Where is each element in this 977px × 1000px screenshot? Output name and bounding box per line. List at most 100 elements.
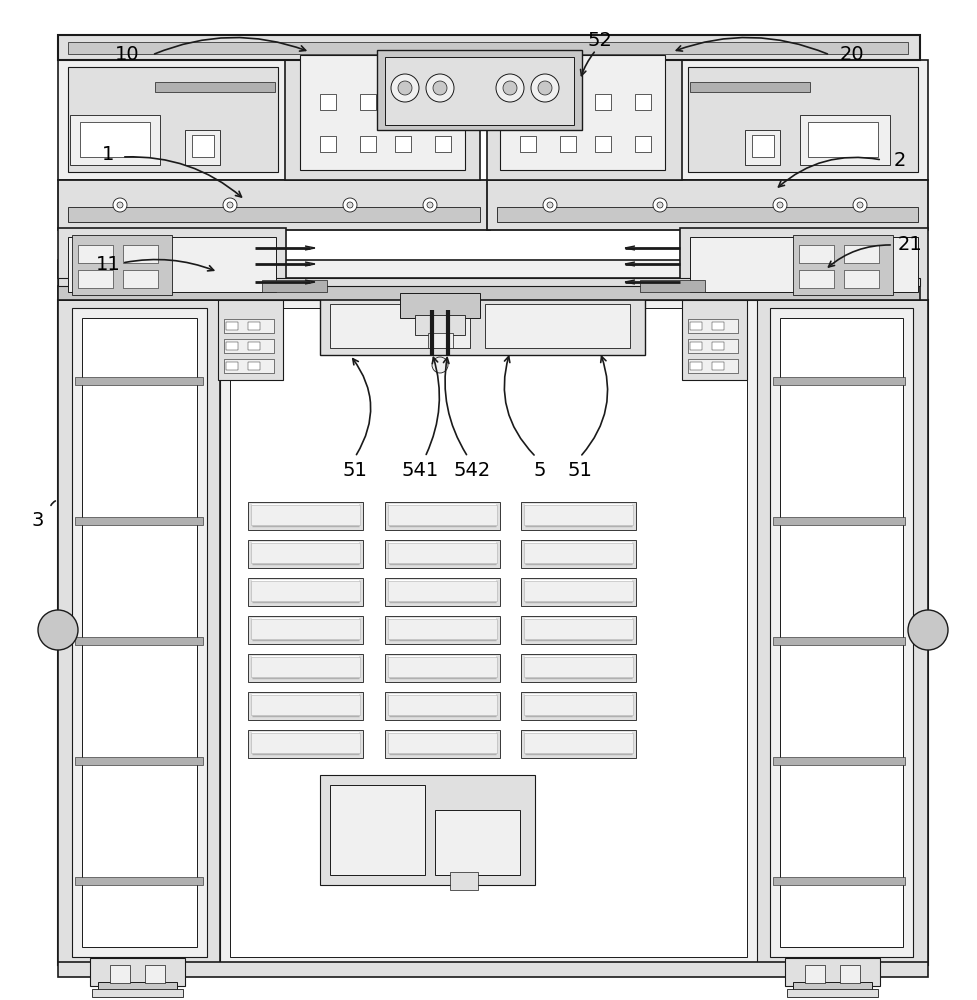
Bar (690, 322, 702, 330)
Bar (844, 245, 879, 263)
Bar (682, 300, 747, 380)
Bar (251, 695, 360, 715)
Bar (844, 270, 879, 288)
Bar (773, 757, 905, 765)
Text: 51: 51 (568, 460, 592, 480)
Bar (320, 295, 645, 355)
Bar (68, 237, 276, 292)
Circle shape (657, 202, 663, 208)
Bar (690, 342, 702, 350)
Text: 11: 11 (96, 255, 120, 274)
Bar (58, 300, 220, 965)
Bar (640, 280, 705, 292)
Circle shape (531, 74, 559, 102)
Text: 51: 51 (343, 460, 367, 480)
Bar (98, 982, 177, 992)
Bar (68, 207, 480, 222)
Bar (688, 339, 738, 353)
Bar (75, 757, 203, 765)
Bar (300, 55, 465, 170)
Bar (435, 136, 451, 152)
Circle shape (543, 198, 557, 212)
Text: 5: 5 (533, 460, 546, 480)
Circle shape (347, 202, 353, 208)
Bar (226, 342, 238, 350)
Bar (185, 130, 220, 165)
Bar (485, 304, 630, 348)
Bar (385, 57, 574, 125)
Circle shape (908, 610, 948, 650)
Bar (635, 136, 651, 152)
Bar (688, 67, 918, 172)
Bar (72, 308, 207, 957)
Bar (773, 637, 905, 645)
Text: 541: 541 (402, 460, 439, 480)
Bar (520, 94, 536, 110)
Bar (521, 730, 636, 758)
Bar (226, 362, 238, 370)
Bar (745, 130, 780, 165)
Bar (330, 785, 425, 875)
Bar (360, 94, 376, 110)
Bar (230, 308, 747, 957)
Bar (712, 322, 724, 330)
Bar (388, 505, 497, 525)
Bar (155, 82, 275, 92)
Bar (58, 180, 490, 230)
Circle shape (426, 74, 454, 102)
Circle shape (433, 81, 447, 95)
Circle shape (223, 198, 237, 212)
Bar (58, 60, 288, 180)
Bar (360, 136, 376, 152)
Bar (385, 502, 500, 530)
Bar (521, 654, 636, 682)
Bar (773, 877, 905, 885)
Circle shape (343, 198, 357, 212)
Bar (224, 319, 274, 333)
Text: 21: 21 (898, 235, 922, 254)
Bar (80, 122, 150, 157)
Bar (248, 654, 363, 682)
Bar (840, 965, 860, 983)
Bar (400, 293, 480, 318)
Bar (712, 342, 724, 350)
Bar (224, 359, 274, 373)
Bar (248, 692, 363, 720)
Bar (712, 362, 724, 370)
Bar (752, 135, 774, 157)
Bar (799, 270, 834, 288)
Bar (560, 94, 576, 110)
Text: 1: 1 (102, 145, 114, 164)
Circle shape (432, 357, 448, 373)
Text: 3: 3 (32, 510, 44, 530)
Bar (560, 136, 576, 152)
Bar (799, 245, 834, 263)
Bar (521, 578, 636, 606)
Bar (680, 228, 928, 300)
Circle shape (391, 74, 419, 102)
Bar (435, 94, 451, 110)
Text: 20: 20 (839, 45, 865, 64)
Bar (521, 502, 636, 530)
Text: 52: 52 (587, 30, 613, 49)
Bar (521, 692, 636, 720)
Bar (487, 45, 682, 180)
Bar (58, 286, 920, 300)
Bar (58, 300, 928, 965)
Circle shape (773, 198, 787, 212)
Circle shape (496, 74, 524, 102)
Circle shape (427, 202, 433, 208)
Bar (428, 333, 453, 348)
Bar (58, 260, 920, 278)
Bar (388, 619, 497, 639)
Bar (58, 35, 920, 60)
Circle shape (38, 610, 78, 650)
Bar (520, 136, 536, 152)
Bar (688, 319, 738, 333)
Bar (248, 578, 363, 606)
Bar (75, 637, 203, 645)
Bar (145, 965, 165, 983)
Bar (92, 989, 183, 997)
Circle shape (398, 81, 412, 95)
Bar (385, 540, 500, 568)
